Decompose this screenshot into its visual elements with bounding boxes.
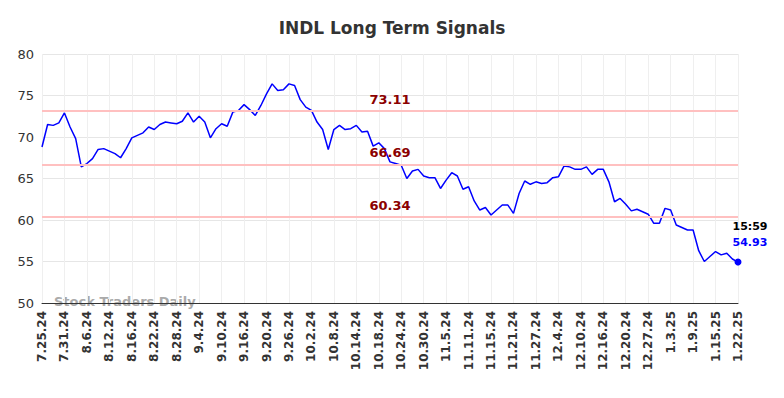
svg-text:9.26.24: 9.26.24 bbox=[282, 311, 296, 362]
svg-text:12.10.24: 12.10.24 bbox=[574, 311, 588, 370]
svg-text:8.6.24: 8.6.24 bbox=[80, 311, 94, 354]
svg-text:9.10.24: 9.10.24 bbox=[215, 311, 229, 362]
svg-text:66.69: 66.69 bbox=[369, 145, 410, 160]
svg-text:1.9.25: 1.9.25 bbox=[686, 311, 700, 354]
svg-text:11.21.24: 11.21.24 bbox=[506, 311, 520, 370]
svg-text:11.27.24: 11.27.24 bbox=[529, 311, 543, 370]
svg-text:11.15.24: 11.15.24 bbox=[484, 311, 498, 370]
svg-text:1.15.25: 1.15.25 bbox=[709, 311, 723, 362]
svg-text:8.16.24: 8.16.24 bbox=[125, 311, 139, 362]
svg-text:1.22.25: 1.22.25 bbox=[731, 311, 745, 362]
svg-text:8.12.24: 8.12.24 bbox=[102, 311, 116, 362]
svg-text:10.8.24: 10.8.24 bbox=[327, 311, 341, 362]
svg-text:10.14.24: 10.14.24 bbox=[349, 311, 363, 370]
svg-text:10.30.24: 10.30.24 bbox=[417, 311, 431, 370]
svg-text:11.11.24: 11.11.24 bbox=[462, 311, 476, 370]
svg-text:73.11: 73.11 bbox=[369, 92, 410, 107]
svg-text:7.31.24: 7.31.24 bbox=[57, 311, 71, 362]
svg-text:10.18.24: 10.18.24 bbox=[372, 311, 386, 370]
svg-text:8.28.24: 8.28.24 bbox=[170, 311, 184, 362]
svg-text:80: 80 bbox=[17, 47, 34, 62]
svg-text:60: 60 bbox=[17, 213, 34, 228]
svg-text:50: 50 bbox=[17, 296, 34, 311]
svg-text:8.22.24: 8.22.24 bbox=[147, 311, 161, 362]
svg-text:65: 65 bbox=[17, 171, 34, 186]
svg-text:1.3.25: 1.3.25 bbox=[664, 311, 678, 354]
svg-text:10.24.24: 10.24.24 bbox=[394, 311, 408, 370]
svg-text:9.20.24: 9.20.24 bbox=[260, 311, 274, 362]
svg-text:60.34: 60.34 bbox=[369, 198, 410, 213]
svg-text:70: 70 bbox=[17, 130, 34, 145]
svg-text:12.20.24: 12.20.24 bbox=[619, 311, 633, 370]
svg-text:INDL Long Term Signals: INDL Long Term Signals bbox=[279, 18, 506, 38]
svg-text:Stock Traders Daily: Stock Traders Daily bbox=[54, 294, 196, 309]
svg-text:7.25.24: 7.25.24 bbox=[35, 311, 49, 362]
svg-text:75: 75 bbox=[17, 88, 34, 103]
svg-text:11.5.24: 11.5.24 bbox=[439, 311, 453, 362]
svg-text:9.16.24: 9.16.24 bbox=[237, 311, 251, 362]
svg-text:54.93: 54.93 bbox=[733, 236, 768, 249]
svg-text:9.4.24: 9.4.24 bbox=[192, 311, 206, 354]
svg-text:12.27.24: 12.27.24 bbox=[641, 311, 655, 370]
svg-text:55: 55 bbox=[17, 254, 34, 269]
svg-text:15:59: 15:59 bbox=[733, 220, 768, 233]
svg-text:12.4.24: 12.4.24 bbox=[551, 311, 565, 362]
svg-text:10.2.24: 10.2.24 bbox=[304, 311, 318, 362]
svg-text:12.16.24: 12.16.24 bbox=[596, 311, 610, 370]
